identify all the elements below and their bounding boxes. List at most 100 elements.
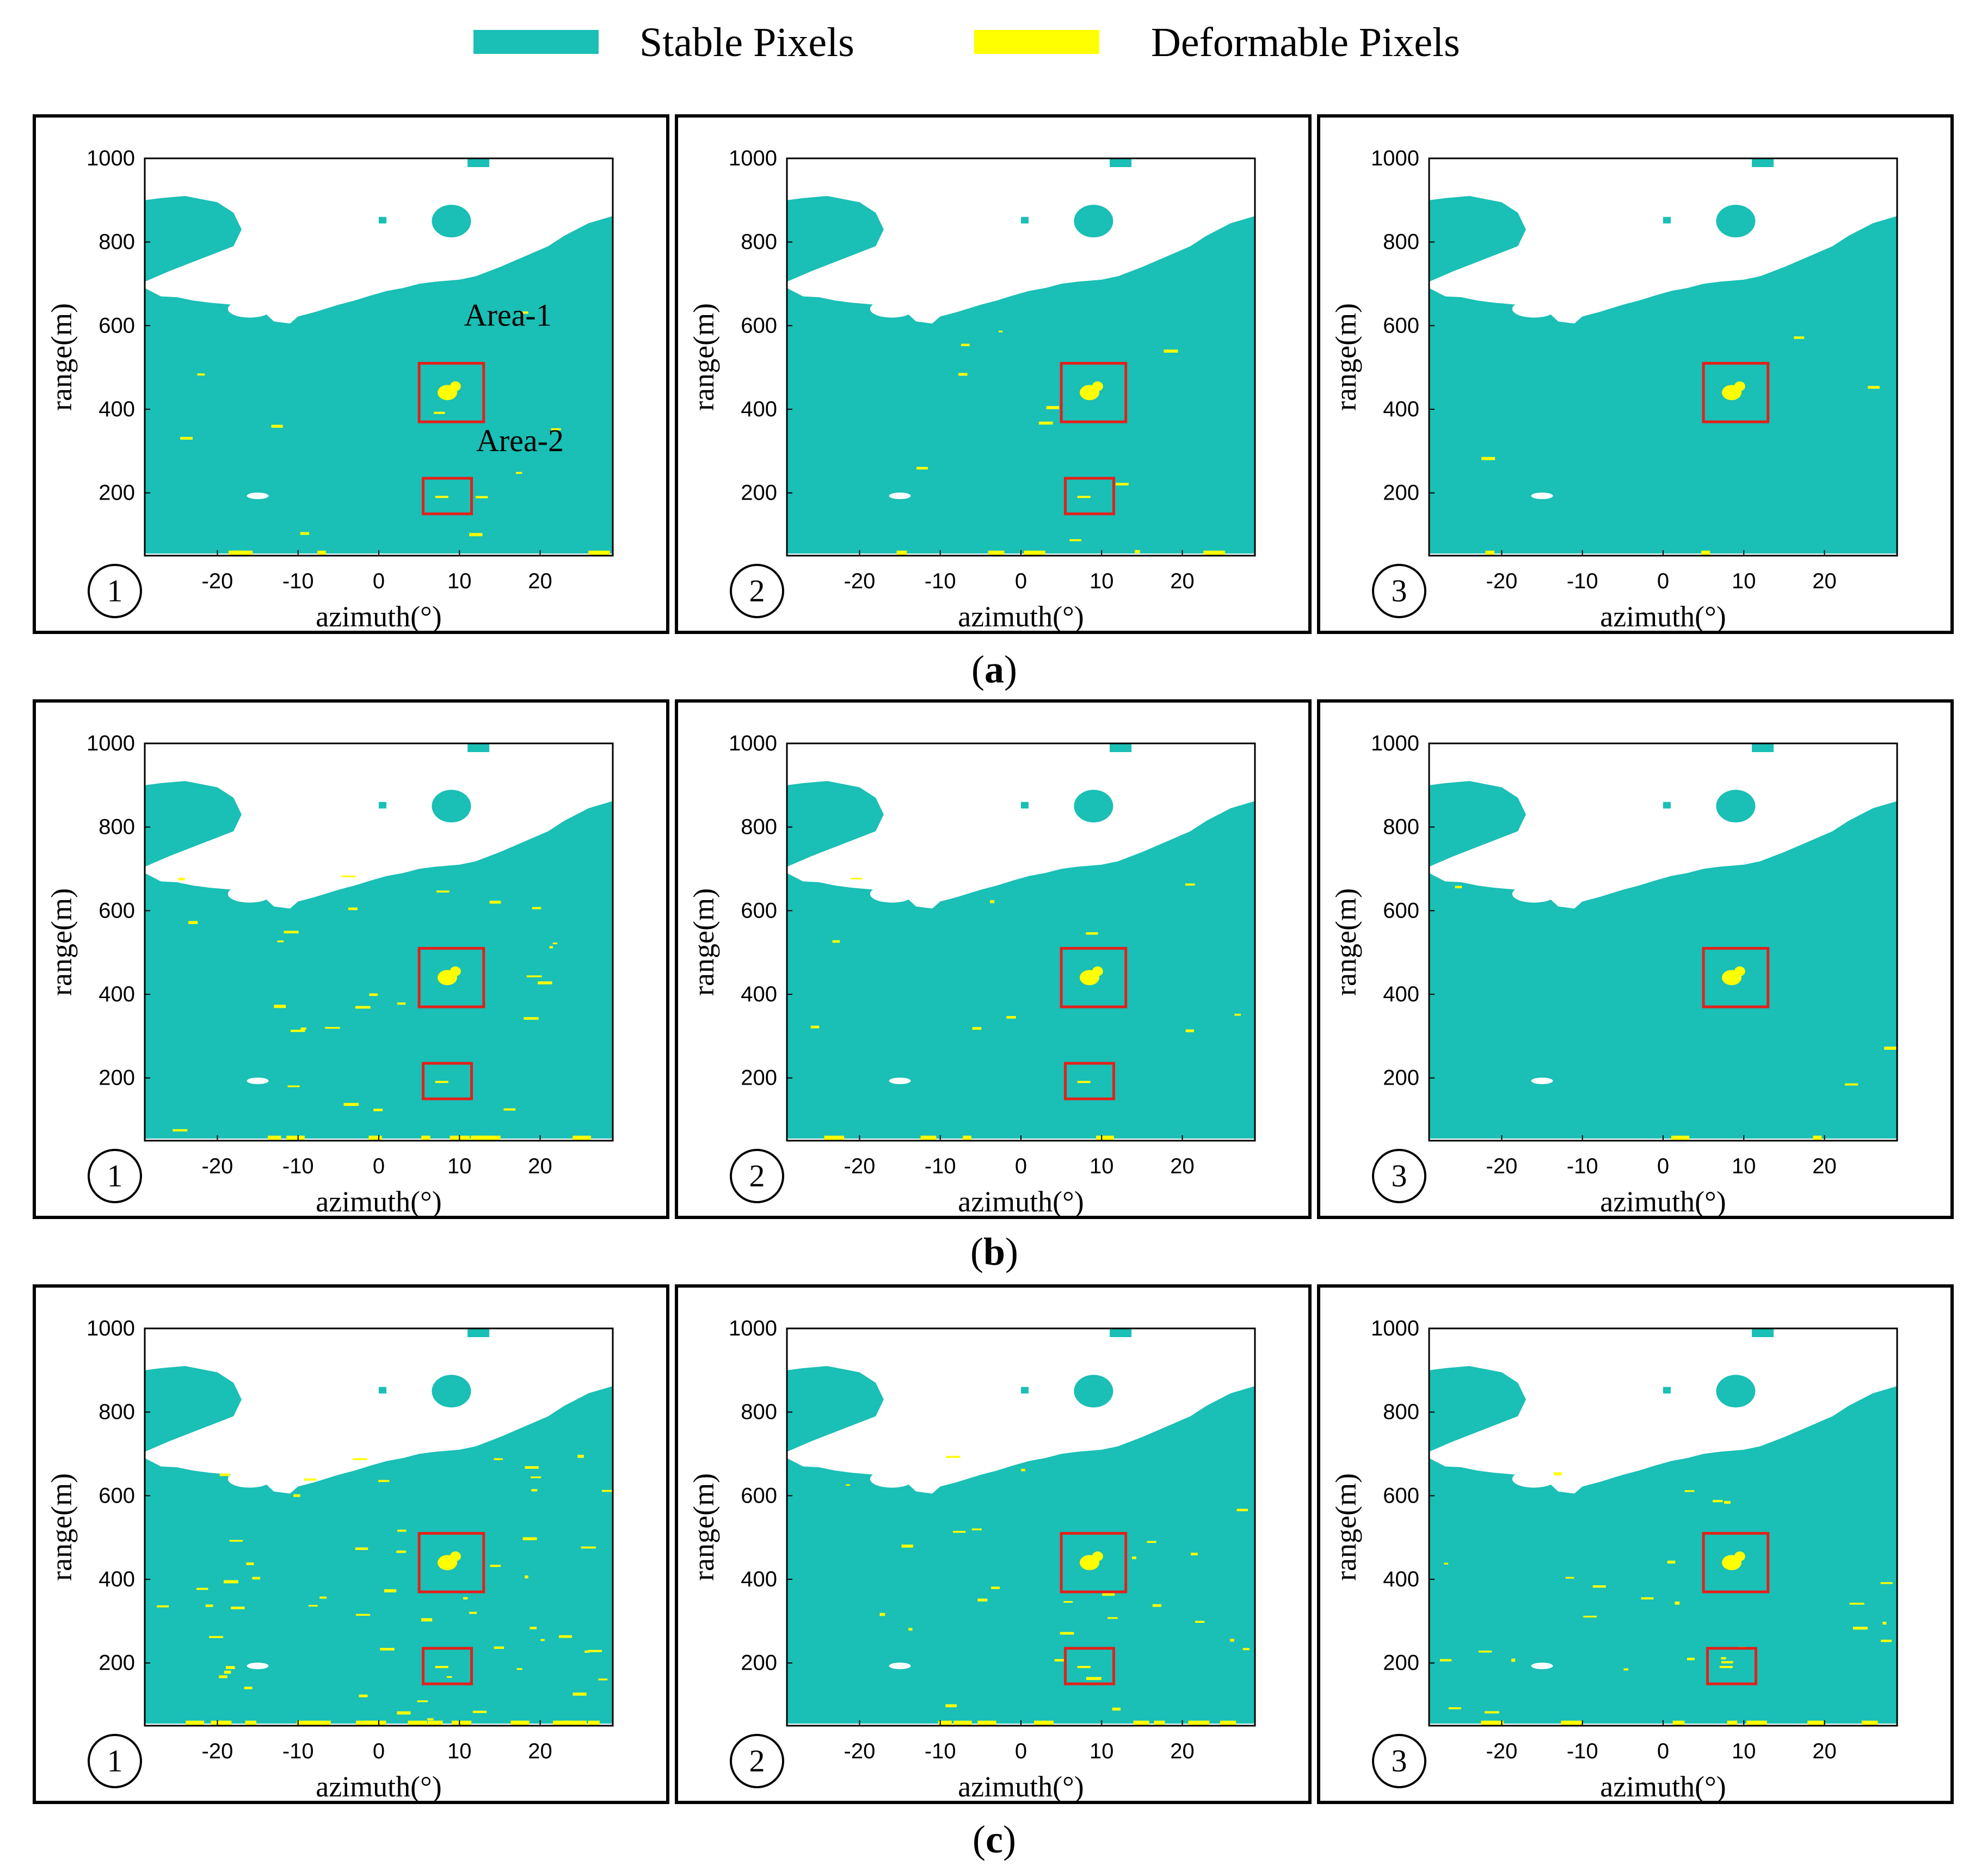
stable-island — [1752, 743, 1774, 752]
deformable-pixel — [319, 1596, 327, 1599]
no-data-region — [787, 158, 1255, 324]
y-tick-label: 1000 — [87, 146, 135, 170]
y-tick-label: 600 — [1383, 313, 1419, 337]
no-data-region — [145, 743, 613, 909]
deformable-pixel — [1185, 1029, 1194, 1032]
deformable-streak — [1719, 1666, 1733, 1669]
x-tick-label: -20 — [202, 1154, 233, 1178]
deformable-pixel — [1713, 1500, 1723, 1503]
deformable-pixel — [522, 1537, 537, 1541]
y-tick-label: 600 — [99, 898, 135, 922]
deformable-pixel — [1727, 1720, 1738, 1725]
deformable-blob — [1092, 381, 1103, 391]
index-label: 3 — [1392, 1743, 1407, 1778]
y-tick-label: 1000 — [1371, 146, 1419, 170]
deformable-pixel — [1234, 1013, 1241, 1016]
deformable-pixel — [958, 373, 968, 376]
deformable-pixel — [1861, 1720, 1878, 1725]
deformable-pixel — [1561, 1720, 1583, 1725]
deformable-pixel — [1063, 1601, 1073, 1603]
area-box-1 — [1702, 362, 1770, 423]
deformable-streak — [1077, 496, 1091, 498]
no-data-region — [145, 158, 613, 324]
x-tick-label: -20 — [202, 569, 233, 593]
stable-island — [1716, 790, 1756, 823]
no-data-pocket — [227, 1470, 272, 1488]
no-data-region — [787, 743, 1255, 909]
deformable-pixel — [588, 1720, 600, 1725]
y-tick-label: 800 — [741, 1400, 777, 1424]
area-box-1 — [1060, 362, 1128, 423]
x-tick-label: 10 — [447, 1739, 472, 1763]
area-box-2 — [1064, 1062, 1116, 1100]
deformable-pixel — [1724, 1501, 1731, 1504]
deformable-pixel — [991, 1586, 1000, 1589]
deformable-pixel — [421, 1618, 433, 1622]
deformable-pixel — [588, 1650, 602, 1652]
no-data-region — [1429, 158, 1897, 324]
y-tick-label: 800 — [99, 1400, 135, 1424]
deformable-pixel — [552, 943, 557, 945]
deformable-pixel — [494, 1458, 503, 1461]
deformable-pixel — [180, 436, 193, 440]
deformable-pixel — [1485, 550, 1495, 555]
deformable-pixel — [1868, 386, 1880, 389]
x-tick-label: 10 — [1732, 1739, 1756, 1763]
deformable-pixel — [1884, 1047, 1897, 1050]
x-tick-label: 0 — [1657, 1154, 1669, 1178]
x-tick-label: -20 — [1486, 1739, 1518, 1763]
deformable-pixel — [1478, 1651, 1492, 1653]
x-tick-label: -10 — [1567, 1154, 1598, 1178]
no-data-region — [1429, 743, 1897, 909]
x-axis-label: azimuth(°) — [958, 1185, 1084, 1218]
deformable-pixel — [300, 1027, 307, 1030]
no-data-pocket — [227, 885, 272, 903]
x-tick-label: -10 — [925, 1154, 956, 1178]
deformable-pixel — [225, 1666, 235, 1669]
deformable-pixel — [417, 1700, 428, 1702]
deformable-pixel — [451, 1558, 458, 1561]
deformable-pixel — [368, 1135, 382, 1140]
panel-a-3: -20 -10 0 10 20 1000 800 600 400 200 azimuth(°) ran… — [1317, 114, 1954, 634]
x-tick-label: 0 — [1015, 1154, 1027, 1178]
deformable-blob — [1092, 1551, 1103, 1561]
x-tick-label: -20 — [844, 1154, 876, 1178]
deformable-pixel — [1046, 406, 1060, 409]
deformable-pixel — [452, 1720, 472, 1725]
deformable-pixel — [397, 1529, 407, 1532]
x-tick-label: -10 — [282, 1154, 314, 1178]
deformable-pixel — [1553, 1472, 1562, 1475]
y-tick-label: 800 — [741, 815, 777, 839]
y-tick-label: 200 — [99, 481, 135, 505]
x-tick-label: 10 — [1090, 1739, 1114, 1763]
deformable-pixel — [1455, 885, 1462, 889]
deformable-streak — [435, 496, 448, 498]
no-data-pocket — [1531, 493, 1553, 500]
deformable-pixel — [525, 1466, 539, 1469]
legend-swatch-deformable — [974, 30, 1099, 54]
y-tick-label: 800 — [99, 815, 135, 839]
x-tick-label: -20 — [844, 1739, 876, 1763]
y-tick-label: 200 — [1383, 1066, 1419, 1090]
x-tick-label: -10 — [925, 569, 956, 593]
row-label-c: (c) — [973, 1818, 1016, 1861]
deformable-blob — [1734, 966, 1745, 976]
no-data-pocket — [1512, 300, 1556, 318]
stable-island — [432, 790, 471, 823]
deformable-pixel — [284, 931, 299, 934]
deformable-pixel — [274, 1005, 286, 1008]
deformable-pixel — [1849, 1603, 1864, 1605]
y-tick-label: 600 — [741, 313, 777, 337]
stable-island — [1110, 158, 1132, 167]
area-box-2 — [422, 1647, 473, 1685]
deformable-pixel — [369, 993, 378, 996]
deformable-pixel — [549, 946, 553, 949]
x-tick-label: 0 — [373, 1154, 385, 1178]
deformable-pixel — [503, 1108, 516, 1111]
heatmap-plot: -20 -10 0 10 20 1000 800 600 400 200 azimuth(°) ran… — [687, 731, 1256, 1218]
deformable-pixel — [573, 1692, 587, 1696]
deformable-pixel — [1203, 550, 1225, 555]
deformable-pixel — [312, 1720, 331, 1725]
y-tick-label: 600 — [1383, 1484, 1419, 1507]
no-data-pocket — [1512, 885, 1556, 903]
